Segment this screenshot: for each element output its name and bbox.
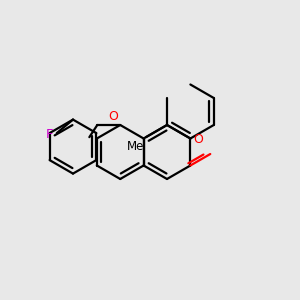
Text: Me: Me bbox=[127, 140, 144, 153]
Text: O: O bbox=[194, 133, 203, 146]
Text: O: O bbox=[108, 110, 118, 123]
Text: F: F bbox=[46, 128, 53, 141]
